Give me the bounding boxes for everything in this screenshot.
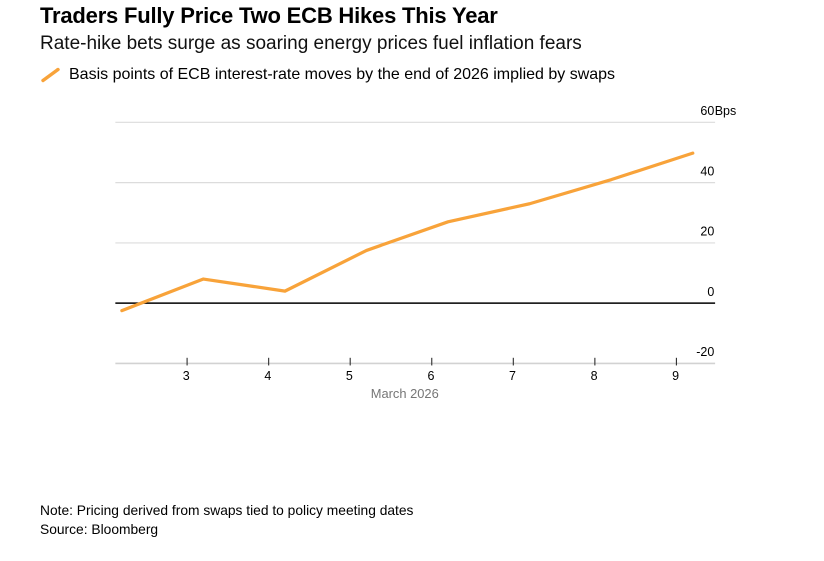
series-line	[120, 151, 695, 313]
y-tick-label: -20	[696, 345, 714, 359]
x-tick-label: 3	[183, 369, 190, 383]
chart-note: Note: Pricing derived from swaps tied to…	[40, 503, 414, 518]
chart-footer: Note: Pricing derived from swaps tied to…	[40, 501, 413, 539]
legend-label: Basis points of ECB interest-rate moves …	[69, 66, 616, 83]
x-axis-caption: March 2026	[371, 386, 439, 401]
x-tick-label: 7	[509, 369, 516, 383]
legend: Basis points of ECB interest-rate moves …	[41, 66, 615, 84]
x-tick-label: 6	[427, 369, 434, 383]
y-unit-suffix: Bps	[715, 104, 737, 118]
y-tick-label: 0	[707, 285, 714, 299]
y-tick-label: 60	[700, 104, 714, 118]
y-tick-label: 20	[700, 225, 714, 239]
x-tick-label: 5	[346, 369, 353, 383]
x-tick-label: 4	[264, 369, 271, 383]
x-tick-label: 9	[672, 369, 679, 383]
y-tick-label: 40	[700, 164, 714, 178]
x-tick-label: 8	[591, 369, 598, 383]
chart-title: Traders Fully Price Two ECB Hikes This Y…	[40, 3, 498, 28]
chart-svg: 60 Bps 40 20 0 -20 3 4 5 6 7 8 9 March 2026	[115, 104, 737, 401]
legend-slash-icon	[41, 67, 60, 83]
chart-source: Source: Bloomberg	[40, 522, 159, 537]
chart-subtitle: Rate-hike bets surge as soaring energy p…	[40, 33, 582, 54]
